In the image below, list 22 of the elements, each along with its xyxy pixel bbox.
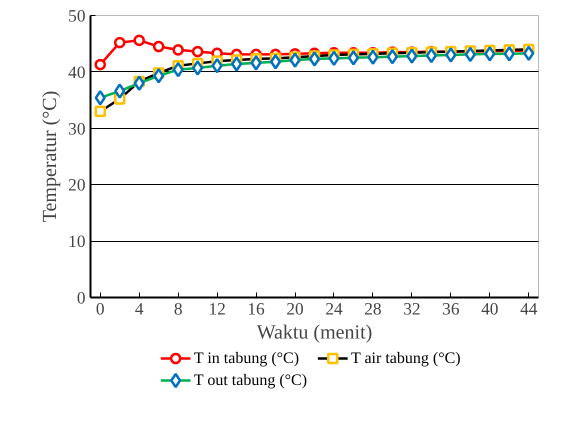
y-tick-label: 40: [68, 62, 86, 82]
x-tick-label: 44: [520, 300, 538, 318]
x-axis-title: Waktu (menit): [256, 322, 372, 344]
legend-label: T air tabung (°C): [350, 350, 461, 367]
y-tick-label: 30: [68, 119, 86, 138]
y-tick-label: 10: [68, 232, 86, 252]
x-tick-label: 36: [442, 300, 460, 318]
x-tick-label: 24: [325, 300, 343, 318]
legend-label: T in tabung (°C): [194, 350, 300, 367]
y-tick-label: 20: [68, 176, 86, 195]
x-tick-label: 0: [96, 300, 105, 318]
y-axis-title: Temperatur (°C): [39, 90, 62, 222]
x-tick-label: 8: [174, 300, 182, 318]
y-tick-label: 50: [68, 6, 86, 26]
x-tick-label: 16: [247, 300, 266, 318]
x-tick-label: 32: [403, 300, 421, 318]
x-tick-label: 12: [208, 300, 226, 318]
legend-label: T out tabung (°C): [194, 372, 308, 389]
x-tick-label: 20: [286, 300, 304, 318]
x-tick-label: 4: [134, 300, 144, 318]
x-tick-label: 28: [364, 300, 382, 318]
x-tick-label: 40: [481, 300, 498, 318]
